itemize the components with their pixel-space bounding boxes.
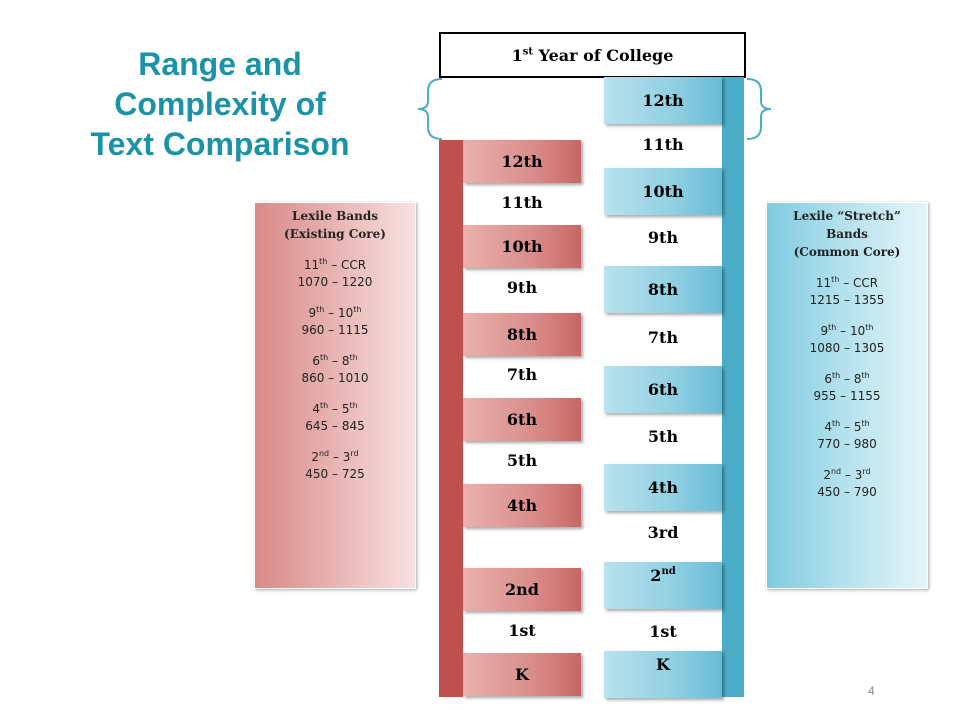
lexile-range: 1070 – 1220 bbox=[297, 275, 373, 289]
lexile-grade-group: 2nd – 3rd 450 – 725 bbox=[255, 449, 415, 483]
lexile-grade-group: 11th – CCR 1070 – 1220 bbox=[255, 257, 415, 291]
blue-vertical-bar bbox=[722, 77, 744, 697]
red-grade-label: 9th bbox=[506, 277, 538, 297]
red-grade-box: 4th bbox=[463, 484, 581, 527]
blue-grade-box: 4th bbox=[604, 464, 722, 511]
lexile-range: 955 – 1155 bbox=[813, 389, 881, 403]
grade-span: 2nd – 3rd bbox=[823, 467, 871, 483]
blue-grade-label: 7th bbox=[647, 327, 679, 347]
lexile-range: 450 – 790 bbox=[817, 485, 877, 499]
grade-span: 4th – 5th bbox=[312, 401, 358, 417]
red-grade-label: 1st bbox=[508, 620, 536, 640]
panel-heading: Lexile Bands (Existing Core) bbox=[284, 209, 386, 241]
grade-span: 9th – 10th bbox=[820, 323, 874, 339]
page-number: 4 bbox=[868, 684, 875, 698]
lexile-grade-group: 4th – 5th 645 – 845 bbox=[255, 401, 415, 435]
blue-grade-label: 11th bbox=[642, 134, 684, 154]
blue-grade-box: 8th bbox=[604, 266, 722, 313]
lexile-grade-group: 9th – 10th 960 – 1115 bbox=[255, 305, 415, 339]
grade-span: 9th – 10th bbox=[308, 305, 362, 321]
red-vertical-bar bbox=[439, 140, 463, 697]
red-grade-label: 5th bbox=[506, 450, 538, 470]
blue-grade-box: 12th bbox=[604, 77, 722, 124]
blue-grade-label: 3rd bbox=[647, 522, 679, 542]
grade-span: 2nd – 3rd bbox=[311, 449, 359, 465]
grade-span: 11th – CCR bbox=[303, 257, 367, 273]
lexile-range: 860 – 1010 bbox=[301, 371, 369, 385]
red-grade-box: 8th bbox=[463, 313, 581, 356]
red-grade-box: 6th bbox=[463, 398, 581, 441]
blue-grade-box: 10th bbox=[604, 168, 722, 215]
red-grade-label: 11th bbox=[501, 192, 543, 212]
lexile-grade-group: 6th – 8th 955 – 1155 bbox=[767, 371, 927, 405]
lexile-grade-group: 6th – 8th 860 – 1010 bbox=[255, 353, 415, 387]
blue-grade-label: 5th bbox=[647, 426, 679, 446]
blue-grade-label: 1st bbox=[649, 621, 677, 641]
blue-grade-box: 6th bbox=[604, 366, 722, 413]
lexile-range: 1215 – 1355 bbox=[809, 293, 885, 307]
lexile-grade-group: 2nd – 3rd 450 – 790 bbox=[767, 467, 927, 501]
title-line-2: Complexity of bbox=[114, 86, 326, 122]
title-line-3: Text Comparison bbox=[90, 126, 350, 162]
lexile-stretch-bands-panel: Lexile “Stretch” Bands (Common Core) 11t… bbox=[766, 202, 928, 589]
red-grade-label: 7th bbox=[506, 364, 538, 384]
red-grade-box: 10th bbox=[463, 225, 581, 268]
lexile-range: 450 – 725 bbox=[305, 467, 365, 481]
lexile-bands-panel: Lexile Bands (Existing Core) 11th – CCR 1… bbox=[254, 202, 416, 589]
grade-span: 6th – 8th bbox=[824, 371, 870, 387]
lexile-range: 645 – 845 bbox=[305, 419, 365, 433]
title-line-1: Range and bbox=[138, 46, 302, 82]
red-grade-box: K bbox=[463, 653, 581, 696]
lexile-range: 770 – 980 bbox=[817, 437, 877, 451]
red-grade-box: 12th bbox=[463, 140, 581, 183]
lexile-grade-group: 11th – CCR 1215 – 1355 bbox=[767, 275, 927, 309]
grade-span: 11th – CCR bbox=[815, 275, 879, 291]
lexile-grade-group: 9th – 10th 1080 – 1305 bbox=[767, 323, 927, 357]
blue-grade-label: 9th bbox=[647, 227, 679, 247]
grade-span: 4th – 5th bbox=[824, 419, 870, 435]
lexile-range: 960 – 1115 bbox=[301, 323, 369, 337]
lexile-grade-group: 4th – 5th 770 – 980 bbox=[767, 419, 927, 453]
lexile-range: 1080 – 1305 bbox=[809, 341, 885, 355]
college-label: 1st Year of College bbox=[511, 45, 674, 65]
slide-title: Range and Complexity of Text Comparison bbox=[40, 44, 400, 164]
right-brace-icon bbox=[746, 78, 772, 140]
red-grade-box: 2nd bbox=[463, 568, 581, 611]
blue-grade-box: K bbox=[604, 651, 722, 698]
left-brace-icon bbox=[417, 78, 443, 140]
panel-heading: Lexile “Stretch” Bands (Common Core) bbox=[793, 209, 901, 259]
college-year-box: 1st Year of College bbox=[439, 32, 746, 78]
grade-span: 6th – 8th bbox=[312, 353, 358, 369]
